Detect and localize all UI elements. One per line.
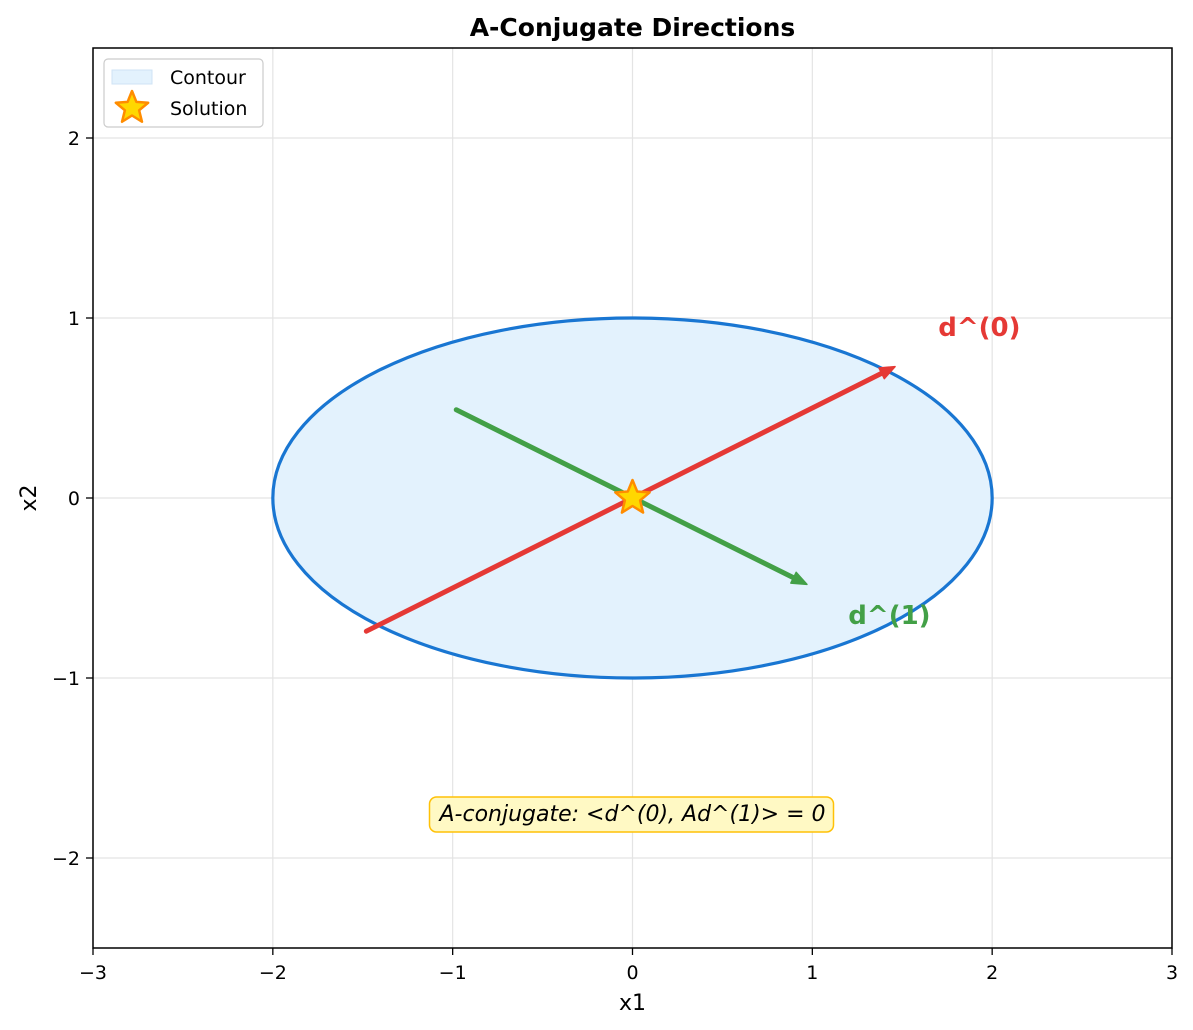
x-tick-label: 0 [626, 962, 638, 984]
chart-title: A-Conjugate Directions [470, 13, 796, 42]
solution-star-icon [614, 478, 651, 514]
legend: Contour Solution [103, 58, 264, 128]
x-tick-label: −1 [439, 962, 467, 984]
annotation-text: A-conjugate: <d^(0), Ad^(1)> = 0 [438, 802, 826, 827]
annotation-layer: A-conjugate: <d^(0), Ad^(1)> = 0 [428, 796, 835, 833]
x-tick-label: 2 [986, 962, 998, 984]
y-tick-label: 1 [68, 308, 80, 330]
legend-label: Contour [170, 67, 246, 89]
legend-star-icon [114, 89, 150, 123]
legend-label: Solution [170, 98, 247, 120]
vector-d0-label: d^(0) [938, 313, 1020, 343]
x-axis-title: x1 [619, 991, 646, 1016]
y-tick-label: 2 [68, 128, 80, 150]
y-tick-label: −1 [52, 668, 80, 690]
x-tick-label: −3 [79, 962, 107, 984]
x-tick-label: 1 [806, 962, 818, 984]
legend-contour-swatch [111, 69, 153, 85]
solution-layer [614, 478, 651, 514]
x-tick-label: 3 [1166, 962, 1178, 984]
y-axis-title: x2 [17, 484, 42, 511]
vector-d1-label: d^(1) [848, 601, 930, 631]
ticks: −3 −2 −1 0 1 2 3 −2 −1 0 1 2 [52, 128, 1178, 984]
y-tick-label: −2 [52, 848, 80, 870]
annotation-box [428, 796, 835, 833]
vector-d0-head [878, 365, 896, 380]
x-tick-label: −2 [259, 962, 287, 984]
y-tick-label: 0 [68, 488, 80, 510]
vector-d1-head [790, 571, 808, 586]
